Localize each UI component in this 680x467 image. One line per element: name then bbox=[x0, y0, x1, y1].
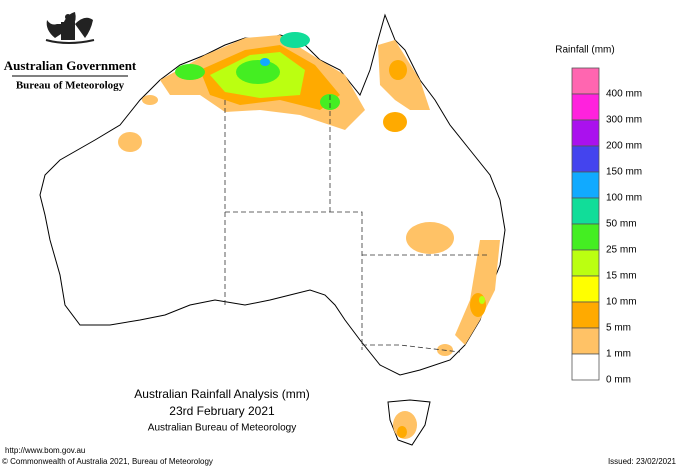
issued: Issued: 23/02/2021 bbox=[608, 457, 677, 466]
legend-label: 200 mm bbox=[606, 141, 642, 152]
agency-name: Bureau of Meteorology bbox=[16, 80, 125, 92]
legend-label: 0 mm bbox=[606, 375, 631, 386]
legend-swatch bbox=[571, 249, 600, 277]
government-name: Australian Government bbox=[4, 58, 137, 73]
legend-label: 1 mm bbox=[606, 349, 631, 360]
legend-label: 25 mm bbox=[606, 245, 637, 256]
url: http://www.bom.gov.au bbox=[5, 446, 85, 455]
legend-swatch bbox=[571, 353, 600, 381]
legend-swatch bbox=[571, 119, 600, 147]
legend-label: 15 mm bbox=[606, 271, 637, 282]
coat-of-arms bbox=[45, 12, 95, 44]
legend-swatch bbox=[571, 301, 600, 329]
legend-swatch bbox=[571, 171, 600, 199]
legend-label: 100 mm bbox=[606, 193, 642, 204]
map-date: 23rd February 2021 bbox=[169, 404, 275, 418]
legend-swatch bbox=[571, 67, 600, 95]
legend-swatch bbox=[571, 223, 600, 251]
copyright: © Commonwealth of Australia 2021, Bureau… bbox=[2, 457, 213, 466]
legend-label: 300 mm bbox=[606, 115, 642, 126]
map-title: Australian Rainfall Analysis (mm) bbox=[134, 387, 309, 401]
legend-label: 10 mm bbox=[606, 297, 637, 308]
rainfall-areas bbox=[118, 32, 500, 439]
mainland bbox=[39, 13, 506, 376]
legend-label: 400 mm bbox=[606, 89, 642, 100]
legend-swatch bbox=[571, 145, 600, 173]
state-border bbox=[225, 211, 363, 350]
legend-swatch bbox=[571, 93, 600, 121]
legend-label: 50 mm bbox=[606, 219, 637, 230]
legend-label: 5 mm bbox=[606, 323, 631, 334]
legend-swatch bbox=[571, 327, 600, 355]
map-source: Australian Bureau of Meteorology bbox=[148, 423, 296, 434]
legend: 400 mm 300 mm 200 mm 150 mm 100 mm 50 mm 25 mm… bbox=[571, 67, 642, 386]
legend-title: Rainfall (mm) bbox=[555, 45, 614, 56]
legend-swatch bbox=[571, 275, 600, 303]
legend-label: 150 mm bbox=[606, 167, 642, 178]
map bbox=[39, 13, 506, 446]
state-border bbox=[362, 344, 461, 353]
legend-swatch bbox=[571, 197, 600, 225]
